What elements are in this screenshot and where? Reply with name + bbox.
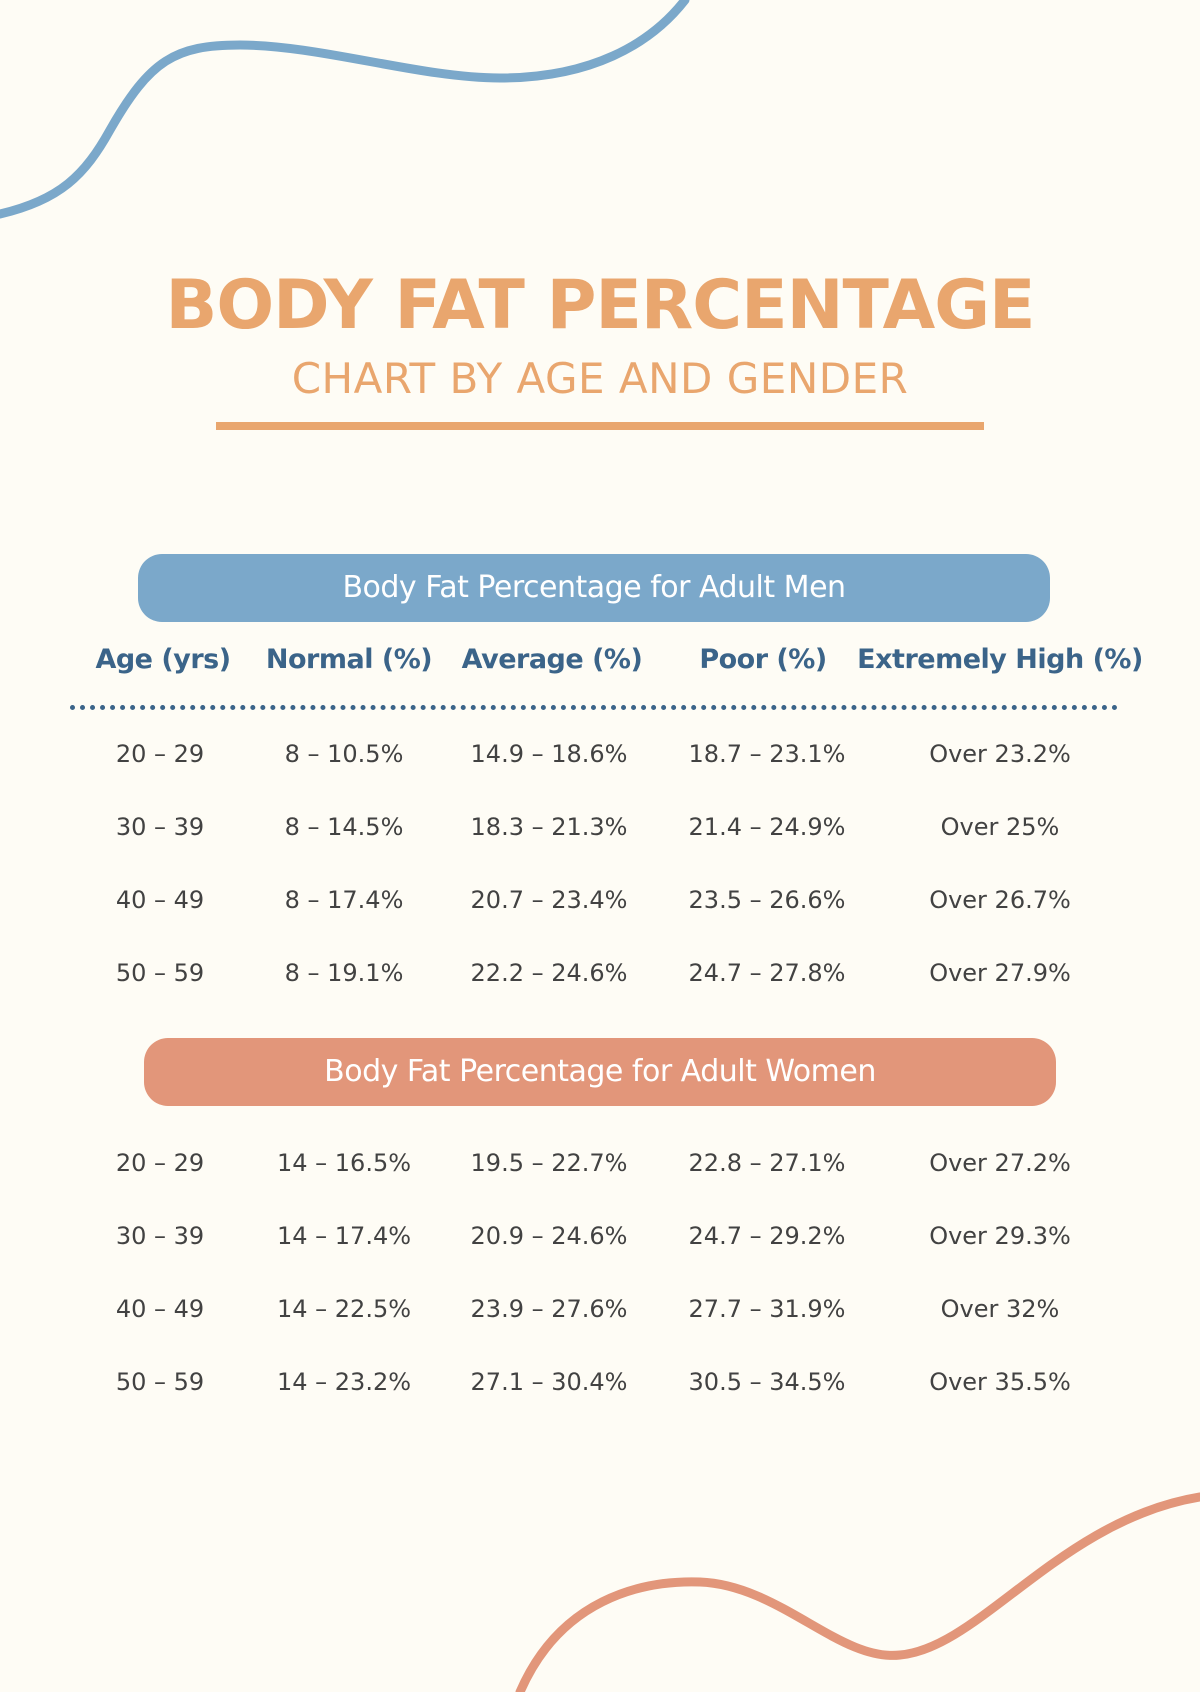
women-cell-poor: 22.8 – 27.1% [688,1149,846,1177]
women-cell-normal: 14 – 22.5% [276,1295,412,1323]
header-dotted-divider [70,705,1118,710]
women-cell-extremely-high: Over 32% [940,1295,1060,1323]
page-title: BODY FAT PERCENTAGE [165,266,1035,345]
men-cell-normal: 8 – 17.4% [284,886,404,914]
women-cell-average: 27.1 – 30.4% [470,1368,628,1396]
column-header-poor: Poor (%) [699,644,827,675]
men-cell-normal: 8 – 19.1% [284,959,404,987]
bottom-coral-wave [515,1492,1200,1692]
men-cell-age: 50 – 59 [115,959,205,987]
men-cell-poor: 23.5 – 26.6% [688,886,846,914]
women-section-banner: Body Fat Percentage for Adult Women [144,1038,1056,1106]
women-cell-extremely-high: Over 35.5% [929,1368,1071,1396]
column-header-average: Average (%) [461,644,643,675]
men-cell-poor: 21.4 – 24.9% [688,813,846,841]
women-cell-extremely-high: Over 29.3% [929,1222,1071,1250]
women-cell-age: 20 – 29 [115,1149,205,1177]
men-cell-extremely-high: Over 26.7% [929,886,1071,914]
women-cell-extremely-high: Over 27.2% [929,1149,1071,1177]
men-cell-average: 18.3 – 21.3% [470,813,628,841]
column-header-normal: Normal (%) [265,644,433,675]
title-underline [216,422,984,430]
column-header-extremely-high: Extremely High (%) [857,644,1143,675]
men-cell-average: 14.9 – 18.6% [470,740,628,768]
men-cell-age: 30 – 39 [115,813,205,841]
women-cell-normal: 14 – 17.4% [276,1222,412,1250]
men-section-banner: Body Fat Percentage for Adult Men [138,554,1050,622]
top-blue-wave [0,0,690,219]
men-cell-average: 20.7 – 23.4% [470,886,628,914]
women-cell-average: 23.9 – 27.6% [470,1295,628,1323]
men-cell-age: 40 – 49 [115,886,205,914]
women-cell-age: 50 – 59 [115,1368,205,1396]
men-cell-average: 22.2 – 24.6% [470,959,628,987]
women-cell-average: 19.5 – 22.7% [470,1149,628,1177]
men-cell-poor: 24.7 – 27.8% [688,959,846,987]
men-cell-extremely-high: Over 25% [940,813,1060,841]
women-cell-normal: 14 – 16.5% [276,1149,412,1177]
men-cell-age: 20 – 29 [115,740,205,768]
men-cell-normal: 8 – 14.5% [284,813,404,841]
women-cell-poor: 30.5 – 34.5% [688,1368,846,1396]
page-subtitle: CHART BY AGE AND GENDER [291,354,909,403]
women-cell-normal: 14 – 23.2% [276,1368,412,1396]
men-cell-poor: 18.7 – 23.1% [688,740,846,768]
women-cell-age: 40 – 49 [115,1295,205,1323]
women-cell-age: 30 – 39 [115,1222,205,1250]
men-cell-extremely-high: Over 27.9% [929,959,1071,987]
women-cell-average: 20.9 – 24.6% [470,1222,628,1250]
women-cell-poor: 24.7 – 29.2% [688,1222,846,1250]
women-cell-poor: 27.7 – 31.9% [688,1295,846,1323]
men-cell-normal: 8 – 10.5% [284,740,404,768]
column-header-age: Age (yrs) [95,644,231,675]
men-cell-extremely-high: Over 23.2% [929,740,1071,768]
